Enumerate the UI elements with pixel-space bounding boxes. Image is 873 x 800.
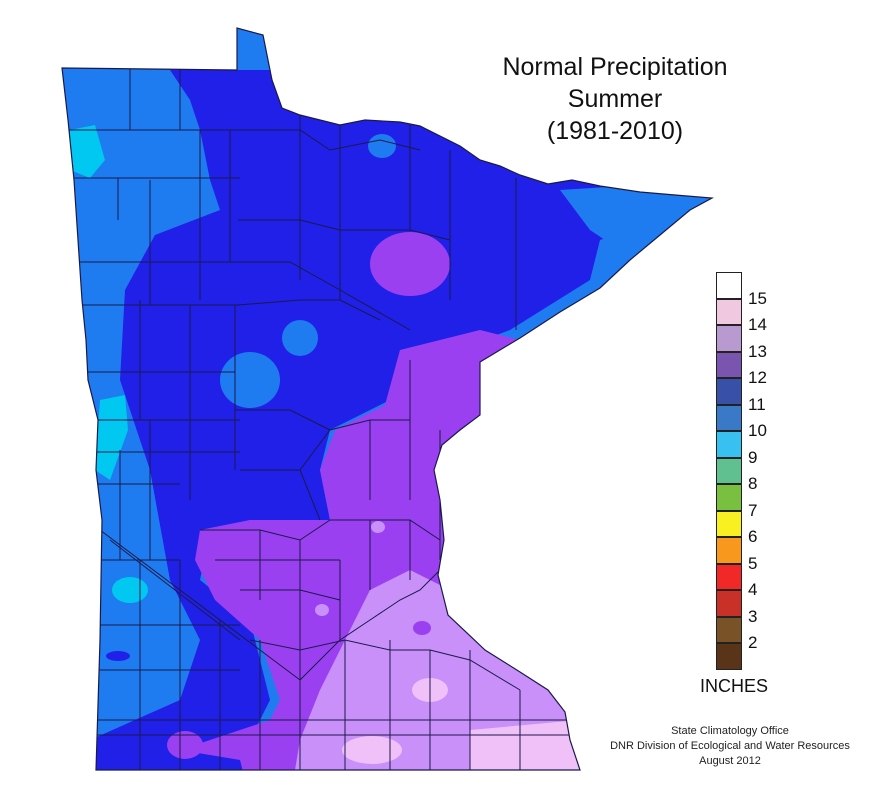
legend-swatch: [716, 590, 742, 617]
zone-purple-southwest: [167, 731, 203, 759]
legend-swatch: [716, 643, 742, 670]
legend-tick-label: 4: [748, 580, 758, 599]
map-title-line-1: Normal Precipitation: [502, 53, 728, 81]
zone-blue-north-center: [282, 320, 318, 356]
zone-light-purple-spot-2: [315, 604, 329, 616]
map-title-line-3: (1981-2010): [546, 117, 684, 145]
legend-swatch: [716, 510, 742, 537]
legend-swatch: [716, 616, 742, 643]
legend-tick-label: 13: [748, 341, 767, 361]
zone-blue-northern: [368, 134, 396, 158]
legend-swatch: [716, 537, 742, 564]
zone-light-blue-southwest: [112, 577, 148, 603]
zone-blue-center: [220, 352, 280, 408]
legend-swatch: [716, 351, 742, 378]
legend-swatch: [716, 272, 742, 299]
legend-swatch: [716, 325, 742, 352]
credit-date: August 2012: [699, 755, 761, 767]
legend-tick-label: 5: [748, 553, 758, 573]
legend-swatch: [716, 298, 742, 325]
credits: State Climatology Office DNR Division of…: [590, 724, 870, 769]
legend-swatch: [716, 484, 742, 511]
map-title-line-2: Summer: [567, 85, 663, 113]
legend-tick-label: 2: [748, 633, 758, 652]
credit-division: DNR Division of Ecological and Water Res…: [610, 740, 850, 752]
legend-tick-label: 10: [748, 421, 767, 440]
legend-tick-label: 6: [748, 527, 758, 546]
legend-tick-label: 3: [748, 606, 758, 626]
legend-tick-label: 7: [748, 500, 758, 520]
legend-tick-label: 14: [748, 315, 767, 334]
zone-deep-blue: [90, 70, 712, 770]
legend-swatch: [716, 378, 742, 405]
legend-swatch: [716, 457, 742, 484]
legend-tick-label: 11: [748, 394, 766, 414]
zone-light-purple-spot: [371, 521, 385, 533]
zone-purple-arrowhead: [370, 232, 450, 296]
zone-light-blue-west: [95, 395, 128, 480]
legend-units: INCHES: [700, 676, 769, 696]
legend-tick-label: 15: [748, 288, 767, 308]
zone-pink-far-southeast: [470, 720, 590, 770]
legend-swatch: [716, 404, 742, 431]
credit-office: State Climatology Office: [671, 725, 789, 737]
legend-tick-label: 12: [748, 368, 767, 387]
legend-tick-label: 9: [748, 447, 758, 467]
zone-pink-southeast: [342, 736, 402, 764]
legend-tick-label: 8: [748, 474, 758, 493]
zone-purple-spot: [413, 621, 431, 635]
zone-deep-blue-spot: [106, 651, 130, 661]
legend-swatch: [716, 431, 742, 458]
legend-swatch: [716, 563, 742, 590]
zone-light-blue-northwest: [70, 125, 105, 178]
